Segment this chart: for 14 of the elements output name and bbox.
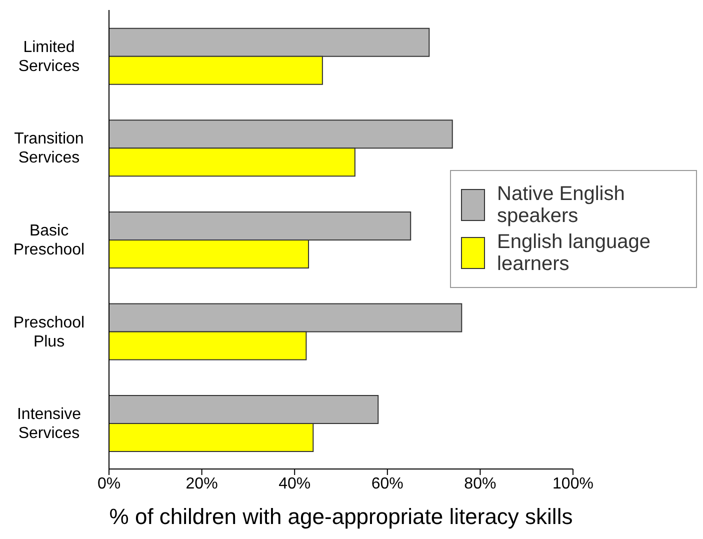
x-tick-label: 40% [278, 475, 311, 492]
y-tick-label: Transition Services [14, 130, 84, 167]
y-tick-label: Preschool Plus [13, 314, 85, 350]
y-tick-label: Basic Preschool [13, 222, 85, 258]
x-tick-label: 20% [186, 475, 218, 492]
x-tick-label: 0% [97, 475, 121, 492]
x-tick-label: 100% [552, 475, 594, 492]
legend-label: Native English speakers [497, 183, 626, 227]
x-tick-label: 60% [371, 475, 404, 492]
x-axis-title: % of children with age-appropriate literacy skills [109, 504, 573, 529]
y-tick-label: Intensive Services [16, 406, 82, 442]
y-tick-label: Limited Services [18, 38, 80, 75]
x-tick-label: 80% [464, 475, 496, 492]
legend-label: English language learners [497, 231, 652, 275]
